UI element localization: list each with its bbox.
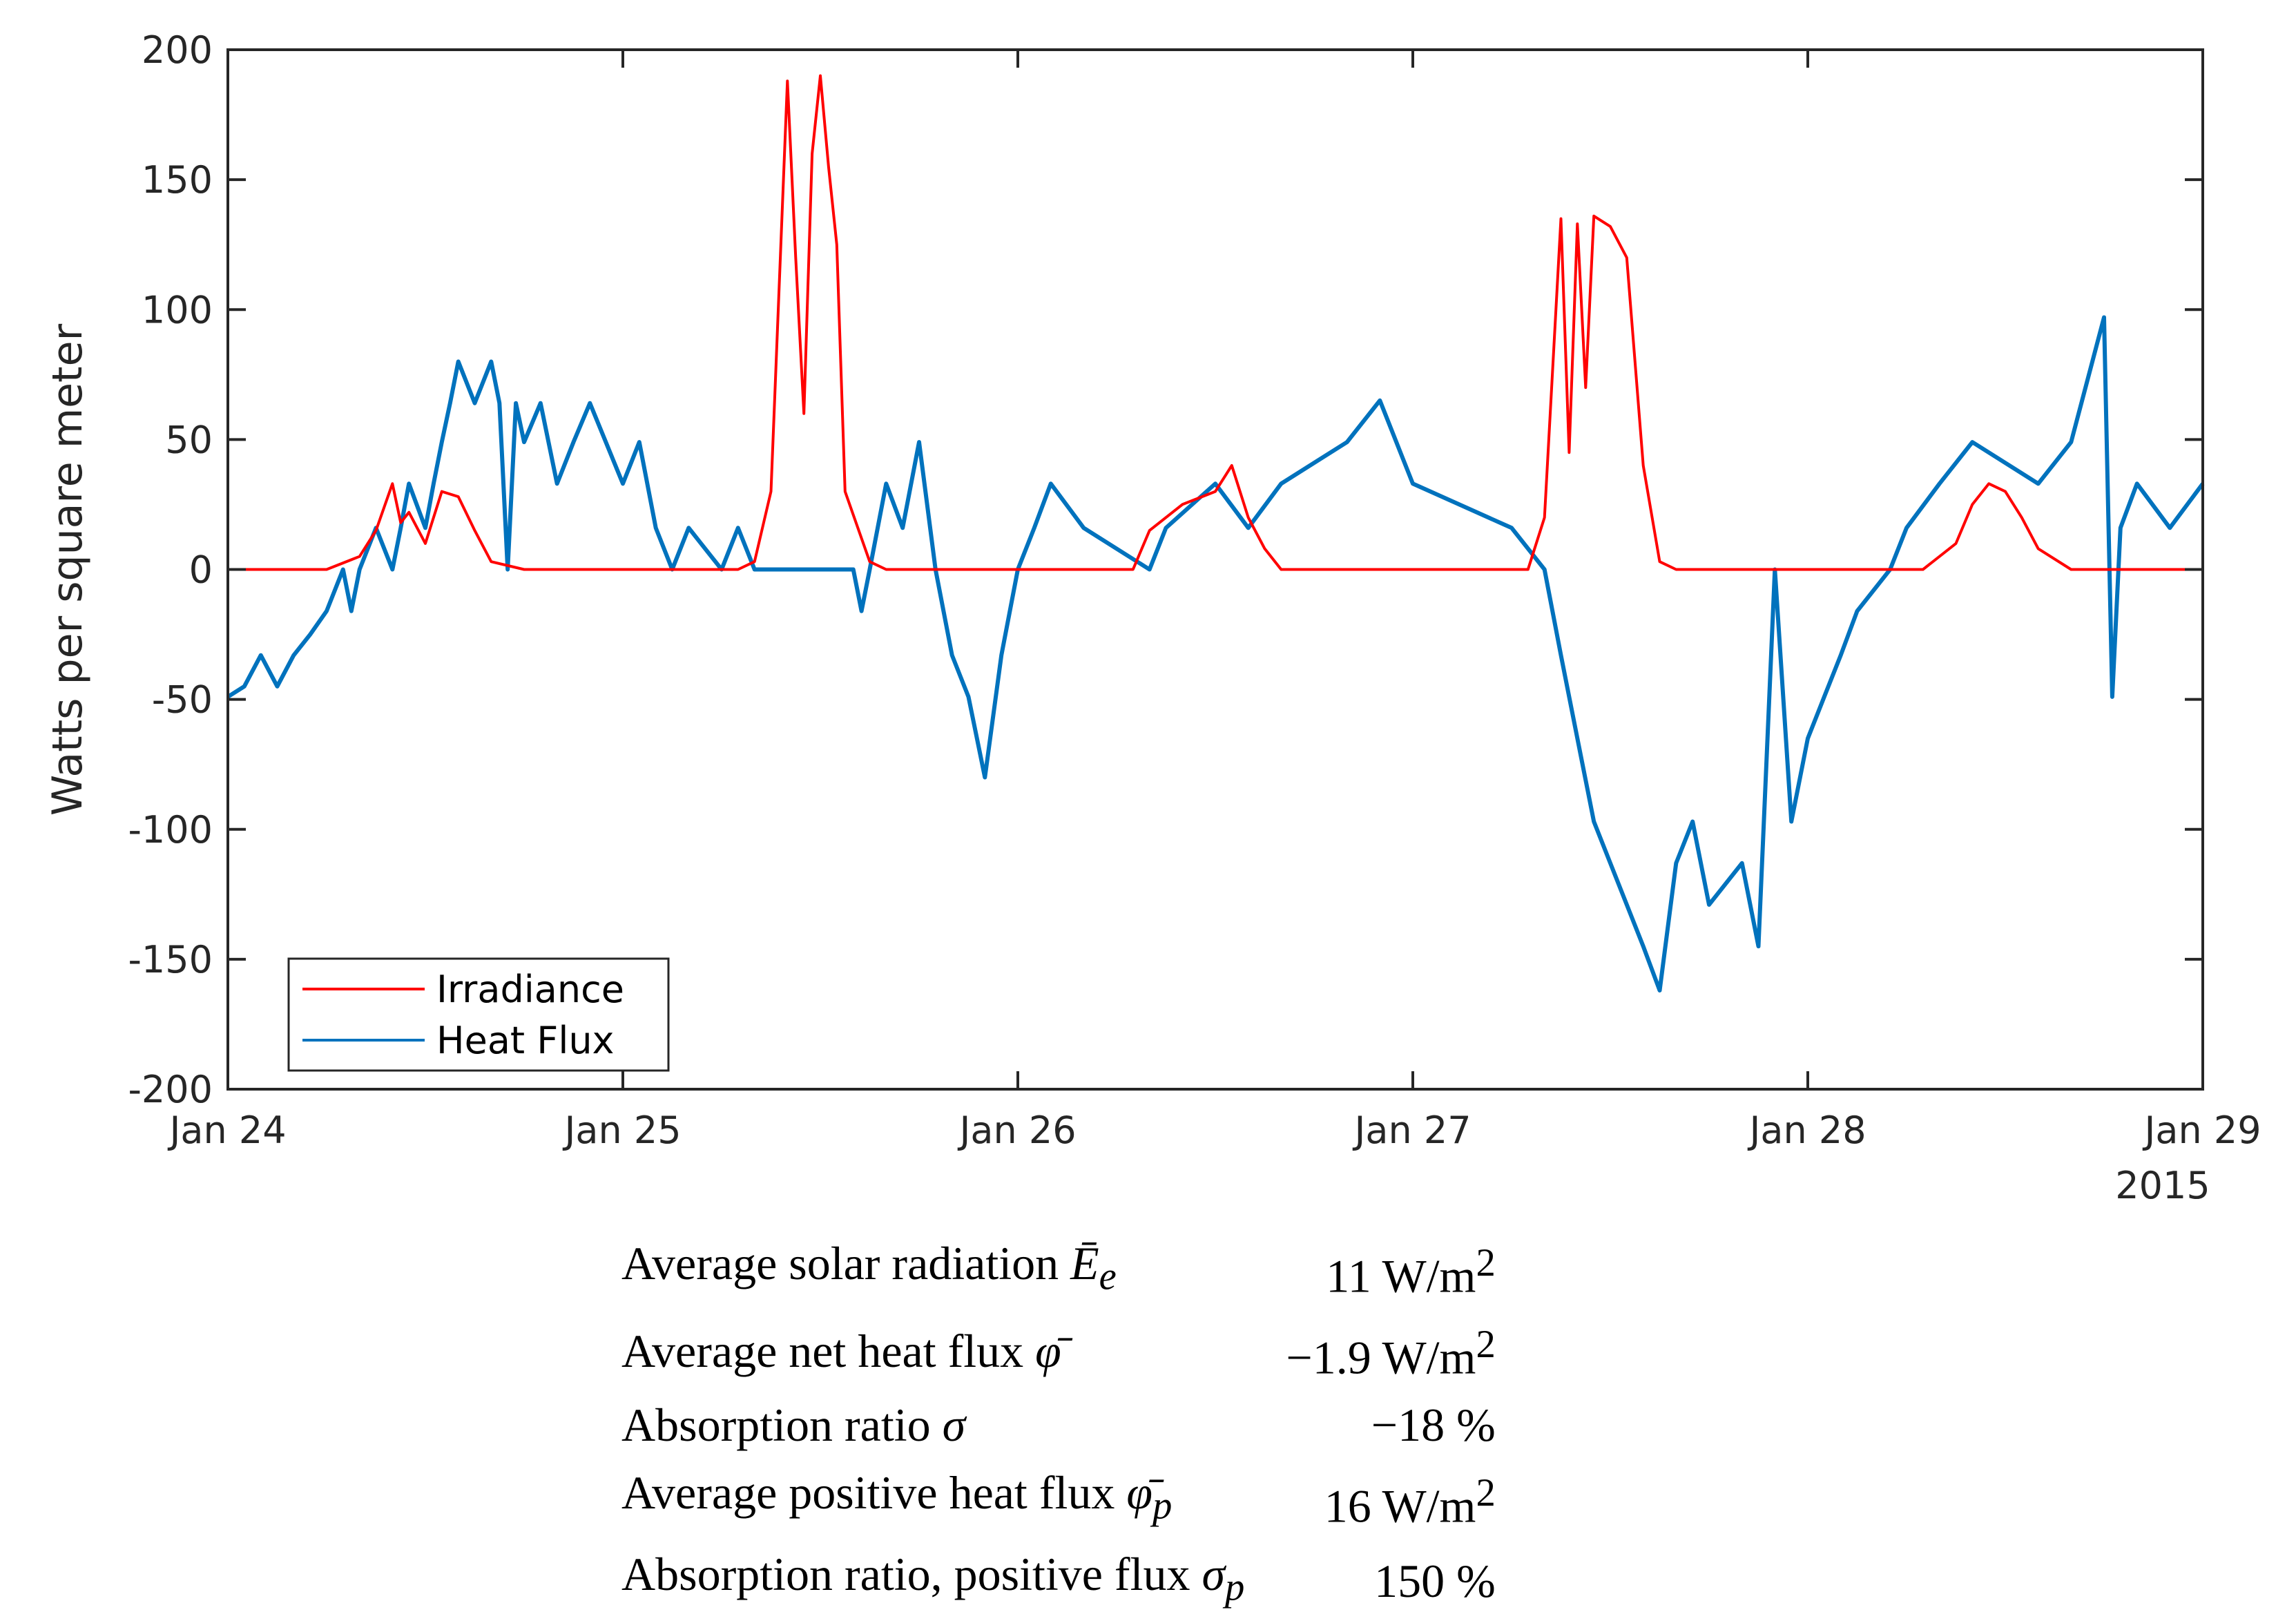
stats-row: Absorption ratio, positive flux σp 150 % (621, 1540, 1496, 1621)
legend-heat-flux-label: Heat Flux (436, 1019, 615, 1062)
stats-label: Absorption ratio σ (621, 1399, 966, 1452)
series-layer (226, 74, 2205, 992)
stats-symbol: σ (942, 1399, 966, 1452)
stats-value: 16 W/m2 (1324, 1471, 1496, 1533)
stats-row: Average net heat flux φ̄ −1.9 W/m2 (621, 1311, 1496, 1392)
y-tick-label: 0 (189, 548, 213, 592)
legend-irradiance-label: Irradiance (436, 968, 624, 1011)
stats-label: Absorption ratio, positive flux σp (621, 1547, 1245, 1609)
y-tick-label: -100 (128, 808, 213, 852)
series-irradiance-line (228, 74, 2203, 571)
stats-symbol: φ̄ (1035, 1324, 1061, 1377)
stats-label: Average net heat flux φ̄ (621, 1324, 1061, 1377)
stats-label: Average positive heat flux φ̄p (621, 1466, 1173, 1528)
x-tick-label: Jan 29 (2142, 1109, 2261, 1152)
stats-row: Average solar radiation Ēe 11 W/m2 (621, 1229, 1496, 1311)
y-tick-label: 100 (142, 288, 213, 332)
x-axis: Jan 24 Jan 25 Jan 26 Jan 27 Jan 28 Jan 29 (167, 50, 2261, 1152)
stats-value: 11 W/m2 (1326, 1242, 1496, 1303)
stats-value: −1.9 W/m2 (1286, 1323, 1496, 1384)
y-axis: 200 150 100 50 0 -50 -100 -150 -200 (128, 28, 2203, 1111)
x-tick-label: Jan 28 (1747, 1109, 1866, 1152)
stats-row: Absorption ratio σ −18 % (621, 1391, 1496, 1459)
y-tick-label: 150 (142, 158, 213, 202)
y-tick-label: -200 (128, 1068, 213, 1111)
stats-label: Average solar radiation Ēe (621, 1237, 1117, 1298)
y-tick-label: -50 (152, 678, 213, 722)
x-tick-label: Jan 25 (562, 1109, 681, 1152)
legend-box (287, 957, 670, 1072)
x-tick-label: Jan 24 (167, 1109, 286, 1152)
stats-symbol: Ē (1070, 1237, 1099, 1289)
y-tick-label: 50 (165, 418, 213, 461)
x-tick-label: Jan 26 (957, 1109, 1076, 1152)
chart: 200 150 100 50 0 -50 -100 -150 -200 Jan 24 Jan 25… (44, 28, 2261, 1207)
stats-row: Average positive heat flux φ̄p 16 W/m2 (621, 1459, 1496, 1540)
series-heat-flux-line (226, 315, 2205, 992)
y-axis-label: Watts per square meter (44, 324, 92, 816)
x-year-label: 2015 (2115, 1164, 2210, 1207)
stats-value: −18 % (1371, 1399, 1496, 1452)
stats-value: 150 % (1374, 1554, 1496, 1607)
stats-symbol: φ̄ (1126, 1466, 1152, 1519)
y-tick-label: -150 (128, 938, 213, 981)
x-tick-label: Jan 27 (1352, 1109, 1471, 1152)
legend: Irradiance Heat Flux (287, 957, 670, 1072)
y-tick-label: 200 (142, 28, 213, 72)
stats-symbol: σ (1202, 1547, 1226, 1600)
stats-table: Average solar radiation Ēe 11 W/m2 Average… (621, 1229, 1496, 1621)
